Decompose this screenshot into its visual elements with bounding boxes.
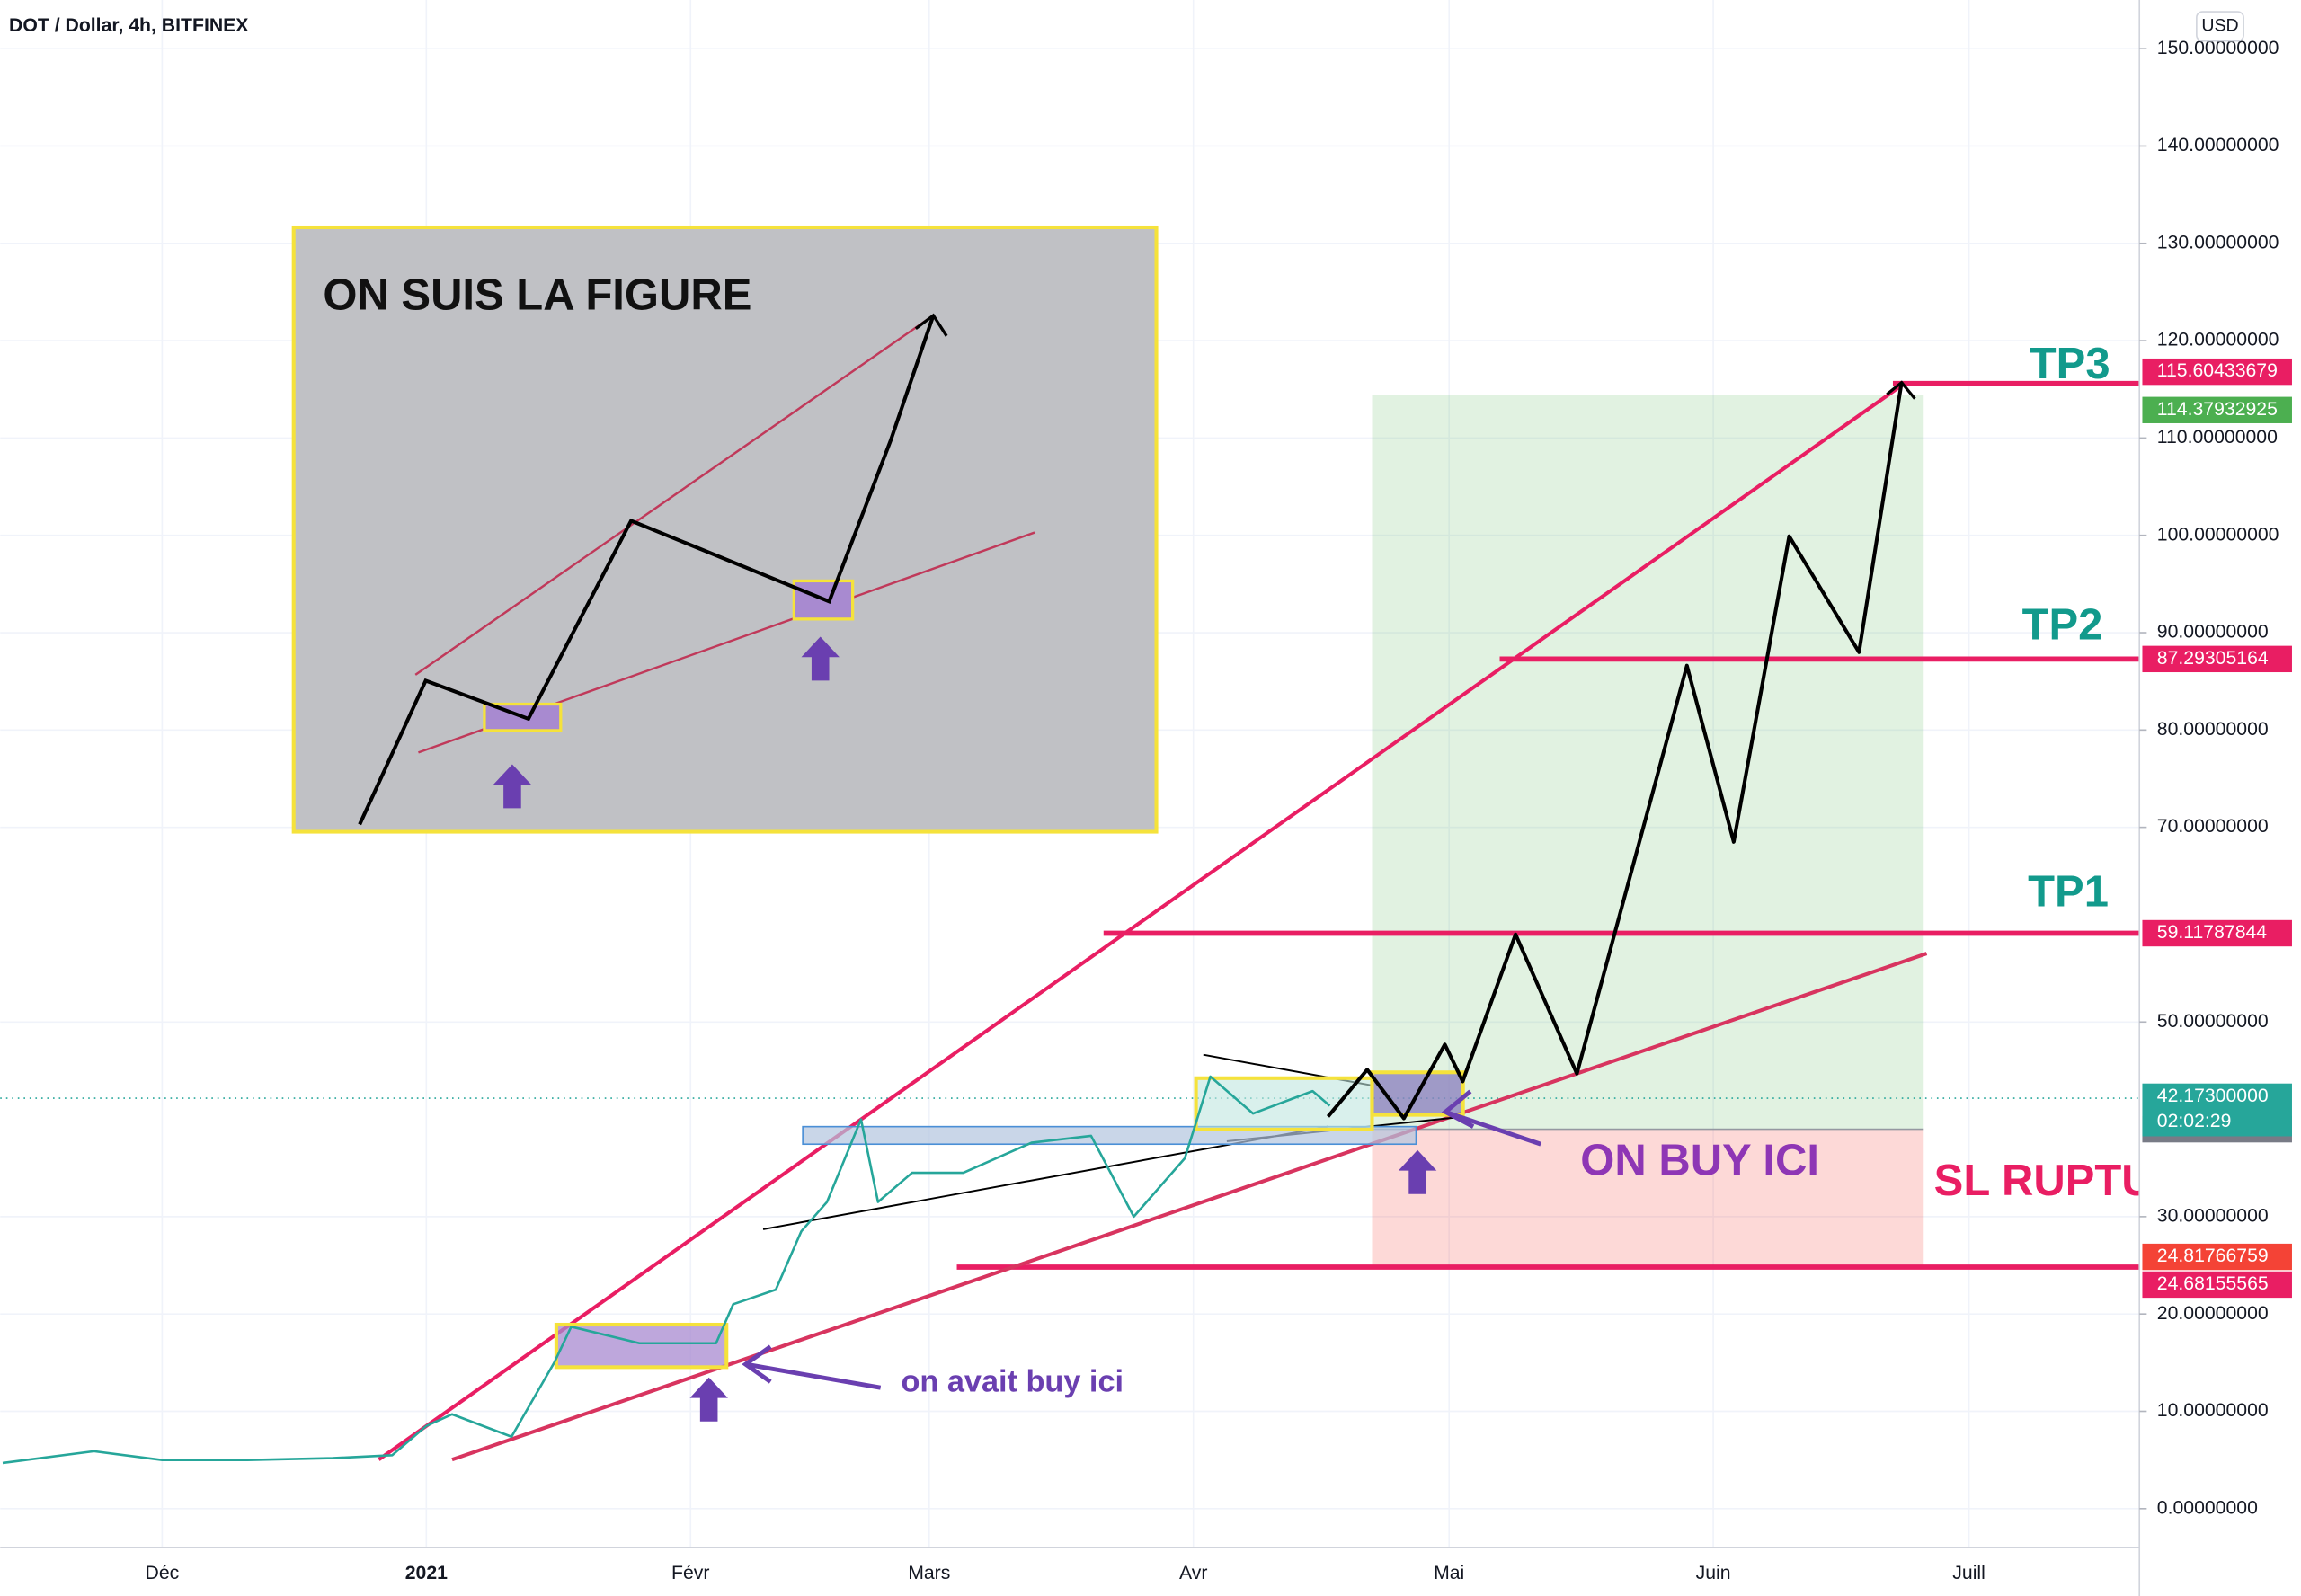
y-tick-label: 120.00000000 [2157, 330, 2279, 350]
price-tag-label: 115.60433679 [2157, 360, 2278, 381]
x-tick-label: Juill [1952, 1563, 1986, 1583]
trendline [451, 952, 1928, 1462]
y-tick-label: 100.00000000 [2157, 524, 2279, 545]
loss-zone [1372, 1129, 1924, 1269]
tp-label: TP1 [2028, 868, 2109, 917]
inset-arrowhead [914, 313, 948, 337]
y-tick-label: 20.00000000 [2157, 1303, 2269, 1324]
currency-badge [2196, 11, 2244, 42]
series [2, 380, 1916, 1465]
projection-arrowhead [1886, 380, 1916, 400]
y-tick-label: 90.00000000 [2157, 622, 2269, 643]
x-tick-label: Déc [146, 1563, 180, 1583]
inset: ON SUIS LA FIGURE [291, 225, 1159, 834]
inset-title: ON SUIS LA FIGURE [323, 270, 751, 319]
price-axis [2139, 0, 2301, 1596]
y-tick-label: 0.00000000 [2157, 1497, 2258, 1518]
inset-box [291, 225, 1159, 834]
axes: 150.00000000 140.00000000 130.00000000 120.… [146, 38, 2292, 1583]
price-tag-label: 114.37932925 [2157, 399, 2278, 420]
price-tag [2142, 1243, 2292, 1271]
pointer-arrow [1441, 1089, 1541, 1147]
y-tick-label: 140.00000000 [2157, 135, 2279, 155]
price-tag [2142, 919, 2292, 947]
y-tick-label: 10.00000000 [2157, 1400, 2269, 1421]
price-timer: 02:02:29 [2157, 1111, 2232, 1131]
stop-label: SL RUPTU [1934, 1157, 2154, 1205]
price-tag-label: 59.11787844 [2157, 922, 2268, 943]
inset-line [414, 314, 935, 676]
inset-zigzag [358, 315, 936, 826]
buy-box [554, 1322, 729, 1370]
x-tick-label: 2021 [405, 1563, 448, 1583]
y-tick-label: 50.00000000 [2157, 1011, 2269, 1032]
price-tag-label: 24.68155565 [2157, 1273, 2269, 1294]
tp-label: TP2 [2022, 601, 2103, 650]
profit-zone [1372, 395, 1924, 1130]
y-tick-label: 130.00000000 [2157, 232, 2279, 253]
price-tag-label: 24.81766759 [2157, 1246, 2269, 1266]
zones [0, 380, 2140, 1270]
series-line [2, 1075, 1331, 1465]
y-tick-label: 150.00000000 [2157, 38, 2279, 58]
price-tag [2142, 1271, 2292, 1299]
price-tag [2142, 1083, 2292, 1137]
y-tick-label: 30.00000000 [2157, 1205, 2269, 1226]
x-tick-label: Juin [1696, 1563, 1731, 1583]
trendline [378, 383, 1905, 1461]
x-tick-label: Févr [671, 1563, 709, 1583]
x-tick-label: Mai [1434, 1563, 1464, 1583]
tp-label: TP3 [2030, 340, 2110, 388]
pointer-arrow [742, 1344, 882, 1390]
price-tag [2142, 358, 2292, 386]
price-tag-label: 87.29305164 [2157, 648, 2269, 669]
chart-title: DOT / Dollar, 4h, BITFINEX [9, 15, 248, 36]
series-line [1326, 382, 1904, 1121]
price-tag [2142, 396, 2292, 423]
price-tag-label: 42.17300000 [2157, 1086, 2269, 1106]
y-tick-label: 80.00000000 [2157, 719, 2269, 740]
x-tick-label: Avr [1179, 1563, 1207, 1583]
buy-label: ON BUY ICI [1580, 1136, 1819, 1184]
y-tick-label: 70.00000000 [2157, 816, 2269, 837]
currency: USD [2201, 16, 2238, 36]
x-tick-label: Mars [908, 1563, 950, 1583]
y-tick-label: 110.00000000 [2157, 427, 2278, 448]
price-tag [2142, 645, 2292, 673]
note: on avait buy ici [902, 1364, 1124, 1398]
drawings [378, 383, 1928, 1462]
